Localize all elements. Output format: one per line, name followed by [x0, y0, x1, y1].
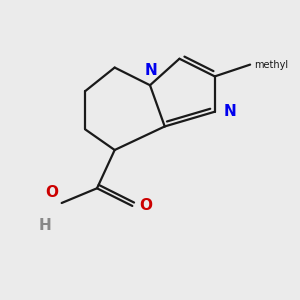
Text: H: H	[39, 218, 52, 233]
Text: O: O	[46, 185, 59, 200]
Text: N: N	[224, 104, 236, 119]
Text: methyl: methyl	[254, 60, 289, 70]
Text: N: N	[145, 63, 158, 78]
Text: O: O	[140, 198, 153, 213]
